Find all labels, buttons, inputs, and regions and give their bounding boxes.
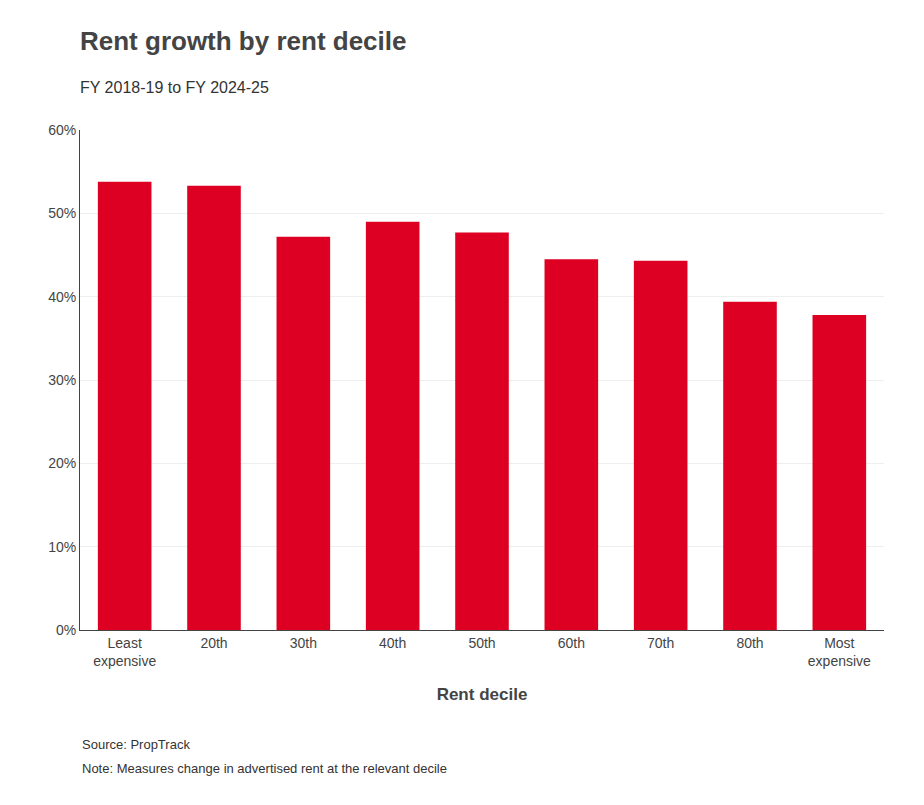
svg-text:Rent decile: Rent decile	[437, 685, 528, 704]
svg-text:40th: 40th	[379, 635, 406, 651]
svg-text:20th: 20th	[200, 635, 227, 651]
svg-text:Rent growth by rent decile: Rent growth by rent decile	[80, 26, 407, 56]
svg-text:60%: 60%	[48, 122, 76, 138]
svg-text:30%: 30%	[48, 372, 76, 388]
svg-text:50%: 50%	[48, 205, 76, 221]
svg-text:50th: 50th	[468, 635, 495, 651]
svg-text:Note: Measures change in adver: Note: Measures change in advertised rent…	[82, 761, 447, 776]
svg-text:FY 2018-19 to FY 2024-25: FY 2018-19 to FY 2024-25	[80, 79, 269, 96]
svg-text:30th: 30th	[290, 635, 317, 651]
svg-text:60th: 60th	[558, 635, 585, 651]
svg-text:Mostexpensive: Mostexpensive	[808, 635, 871, 669]
svg-text:10%: 10%	[48, 539, 76, 555]
svg-text:Leastexpensive: Leastexpensive	[93, 635, 156, 669]
svg-text:0%: 0%	[56, 622, 76, 638]
svg-text:Source: PropTrack: Source: PropTrack	[82, 737, 190, 752]
svg-text:80th: 80th	[736, 635, 763, 651]
svg-text:70th: 70th	[647, 635, 674, 651]
svg-text:40%: 40%	[48, 289, 76, 305]
svg-text:20%: 20%	[48, 455, 76, 471]
